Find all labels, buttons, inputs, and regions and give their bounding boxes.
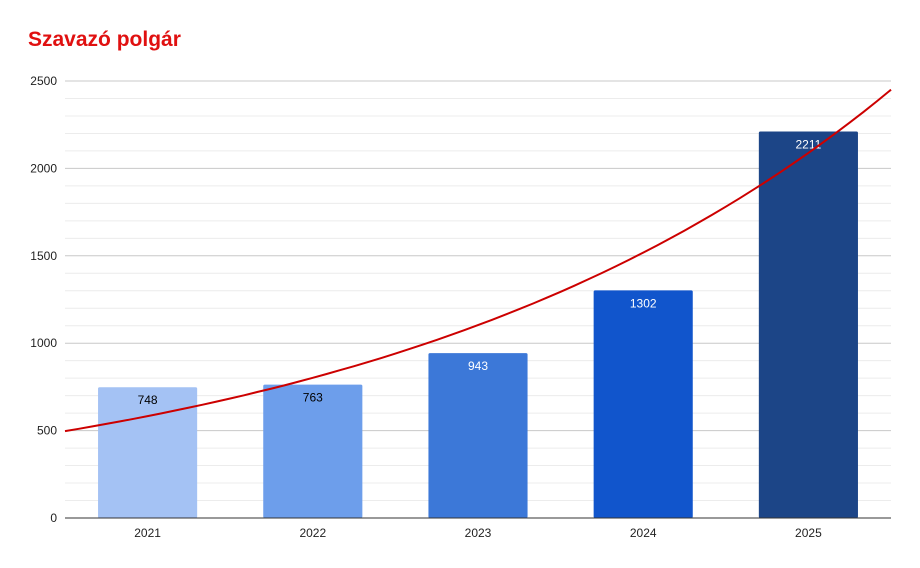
y-tick-label: 2500 [30, 74, 57, 88]
data-label: 2211 [795, 138, 821, 152]
bar [263, 384, 363, 518]
bar [758, 131, 858, 518]
x-tick-label: 2024 [630, 526, 657, 540]
y-tick-label: 1500 [30, 249, 57, 263]
y-tick-label: 0 [50, 511, 57, 525]
data-label: 943 [468, 359, 488, 373]
trendline [64, 88, 892, 433]
x-tick-label: 2022 [299, 526, 326, 540]
data-label: 1302 [630, 296, 657, 310]
y-tick-label: 500 [37, 424, 57, 438]
data-label: 763 [303, 391, 323, 405]
bar [593, 290, 693, 518]
x-tick-label: 2025 [795, 526, 822, 540]
data-label: 748 [138, 393, 158, 407]
chart-title: Szavazó polgár [28, 28, 181, 51]
bar [428, 353, 528, 518]
x-tick-label: 2023 [465, 526, 492, 540]
y-tick-label: 1000 [30, 336, 57, 350]
y-tick-label: 2000 [30, 161, 57, 175]
x-tick-label: 2021 [134, 526, 161, 540]
